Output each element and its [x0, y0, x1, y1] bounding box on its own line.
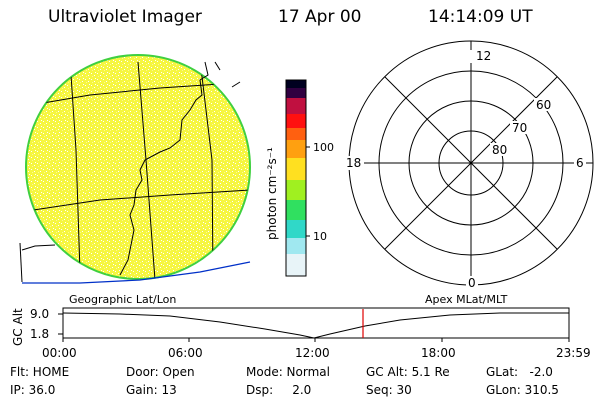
instrument-title: Ultraviolet Imager — [48, 7, 202, 27]
seq-status: Seq: 30 — [366, 383, 412, 397]
mlt-label-12: 12 — [476, 49, 491, 63]
colorbar-tick-100: 100 — [313, 141, 334, 154]
timeline-frame — [62, 307, 570, 339]
colorbar-label: photon cm⁻²s⁻¹ — [265, 147, 279, 240]
flt-status: Flt: HOME — [10, 365, 70, 379]
lat-label-80: 80 — [492, 143, 507, 157]
lat-label-60: 60 — [536, 98, 551, 112]
geographic-label: Geographic Lat/Lon — [69, 293, 176, 306]
time-tick-0600: 06:00 — [168, 346, 203, 360]
gc-alt-status: GC Alt: 5.1 Re — [366, 365, 450, 379]
lat-label-70: 70 — [512, 121, 527, 135]
mlt-label-6: 6 — [576, 156, 584, 170]
mlt-label-18: 18 — [346, 156, 361, 170]
alt-max-label: 9.0 — [30, 307, 49, 321]
door-status: Door: Open — [126, 365, 195, 379]
time-tick-0000: 00:00 — [42, 346, 77, 360]
alt-min-label: 1.8 — [30, 327, 49, 341]
time-tick-1200: 12:00 — [295, 346, 330, 360]
ip-status: IP: 36.0 — [10, 383, 56, 397]
alt-axis-label: GC Alt — [11, 308, 25, 346]
polar-diagonal-2 — [384, 76, 558, 250]
glon-status: GLon: 310.5 — [486, 383, 559, 397]
timeline-panel: Geographic Lat/Lon Apex MLat/MLT 9.0 1.8… — [11, 293, 591, 360]
altitude-curve — [62, 312, 569, 339]
earth-disk — [25, 54, 251, 280]
coastline — [119, 61, 209, 276]
dsp-status: Dsp: 2.0 — [246, 383, 312, 397]
glat-status: GLat: -2.0 — [486, 365, 553, 379]
mlt-label-0: 0 — [468, 276, 476, 290]
mode-status: Mode: Normal — [246, 365, 330, 379]
image-date: 17 Apr 00 — [278, 7, 362, 27]
earth-image — [19, 54, 251, 284]
image-time: 14:14:09 UT — [428, 7, 533, 27]
gain-status: Gain: 13 — [126, 383, 177, 397]
time-tick-2359: 23:59 — [556, 346, 591, 360]
time-tick-1800: 18:00 — [421, 346, 456, 360]
polar-plot — [348, 40, 594, 286]
colorbar: 100 10 photon cm⁻²s⁻¹ — [265, 79, 334, 277]
apex-label: Apex MLat/MLT — [425, 293, 508, 306]
colorbar-tick-10: 10 — [313, 230, 327, 243]
southern-coast — [22, 261, 251, 284]
